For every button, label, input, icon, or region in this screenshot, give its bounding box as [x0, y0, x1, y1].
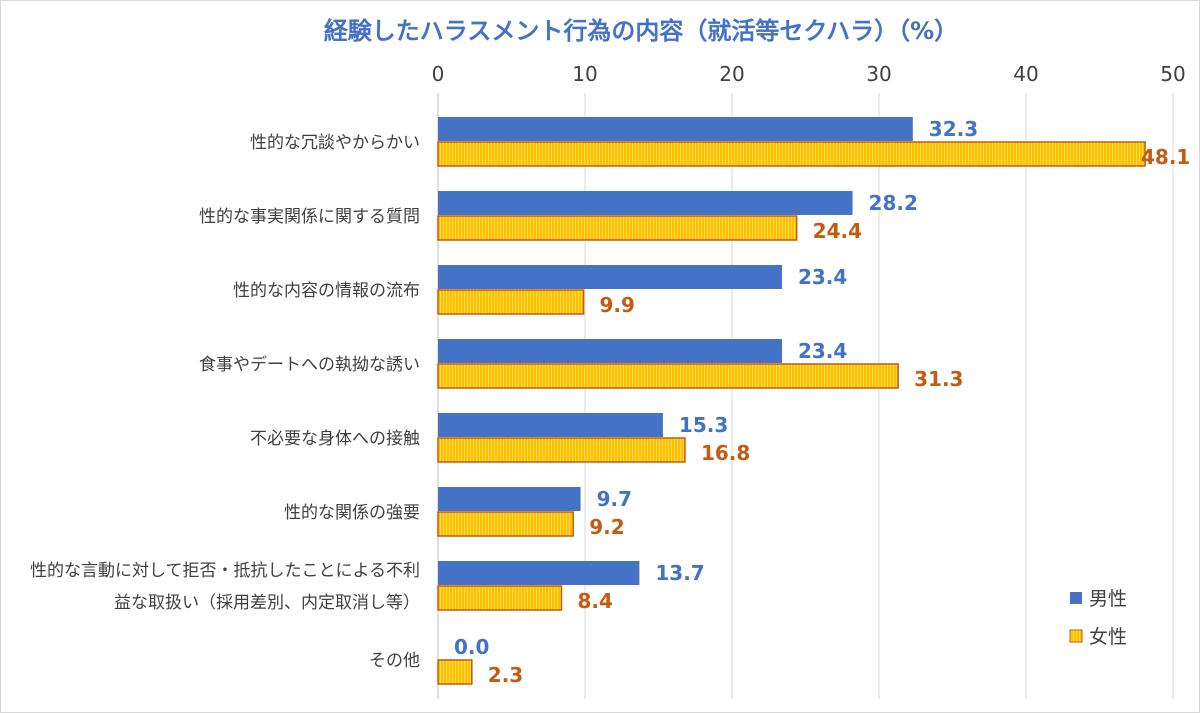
- bar-male: [438, 339, 782, 363]
- bar-male: [438, 413, 663, 437]
- data-label-female: 16.8: [701, 441, 750, 465]
- data-labels: 32.3 48.1 28.2 24.4 23.4 9.9 23.4 31.3 15.3 16.8 9…: [454, 117, 1190, 687]
- data-label-male: 13.7: [655, 561, 704, 585]
- x-tick-label: 30: [866, 62, 891, 86]
- x-tick-label: 10: [572, 62, 597, 86]
- legend-item-female: 女性: [1069, 626, 1127, 648]
- category-label: その他: [369, 651, 420, 671]
- data-label-male: 32.3: [929, 117, 978, 141]
- data-label-female: 24.4: [813, 219, 862, 243]
- x-axis-ticks: 0 10 20 30 40 50: [432, 62, 1186, 86]
- bar-male: [438, 487, 581, 511]
- bar-female: [437, 659, 473, 685]
- data-label-male: 15.3: [679, 413, 728, 437]
- bars: [437, 117, 1146, 685]
- bar-female: [437, 511, 574, 537]
- x-tick-label: 0: [432, 62, 445, 86]
- category-label: 益な取扱い（採用差別、内定取消し等）: [114, 593, 420, 613]
- legend-swatch: [1070, 592, 1082, 604]
- legend-item-male: 男性: [1070, 588, 1127, 610]
- x-tick-label: 50: [1160, 62, 1185, 86]
- data-label-female: 2.3: [488, 663, 523, 687]
- bar-male: [438, 561, 640, 585]
- bar-female: [437, 215, 798, 241]
- data-label-male: 0.0: [454, 635, 489, 659]
- data-label-male: 23.4: [798, 265, 847, 289]
- legend-label: 女性: [1089, 626, 1127, 648]
- legend-label: 男性: [1089, 588, 1127, 610]
- category-label: 性的な事実関係に関する質問: [199, 207, 420, 227]
- bar-female: [437, 585, 563, 611]
- category-label: 性的な冗談やからかい: [250, 133, 420, 153]
- data-label-female: 8.4: [577, 589, 612, 613]
- data-label-female: 31.3: [914, 367, 963, 391]
- chart-title: 経験したハラスメント行為の内容（就活等セクハラ）（%）: [324, 17, 958, 45]
- category-label: 性的な関係の強要: [284, 503, 420, 523]
- x-tick-label: 20: [719, 62, 744, 86]
- bar-female: [437, 437, 686, 463]
- data-label-female: 9.9: [600, 293, 635, 317]
- legend-swatch: [1069, 629, 1083, 643]
- category-label: 食事やデートへの執拗な誘い: [199, 354, 420, 375]
- bar-male: [438, 265, 782, 289]
- category-label: 性的な内容の情報の流布: [233, 281, 420, 301]
- category-label: 不必要な身体への接触: [250, 429, 420, 449]
- data-label-female: 48.1: [1141, 145, 1190, 169]
- data-label-male: 9.7: [597, 487, 632, 511]
- data-label-male: 23.4: [798, 339, 847, 363]
- bar-female: [437, 141, 1146, 167]
- data-label-male: 28.2: [869, 191, 918, 215]
- category-label: 性的な言動に対して拒否・抵抗したことによる不利: [30, 561, 420, 581]
- data-label-female: 9.2: [589, 515, 624, 539]
- bar-male: [438, 191, 853, 215]
- x-tick-label: 40: [1013, 62, 1038, 86]
- bar-male: [438, 117, 913, 141]
- category-labels: 性的な冗談やからかい性的な事実関係に関する質問性的な内容の情報の流布食事やデート…: [30, 133, 420, 671]
- bar-female: [437, 289, 585, 315]
- bar-female: [437, 363, 899, 389]
